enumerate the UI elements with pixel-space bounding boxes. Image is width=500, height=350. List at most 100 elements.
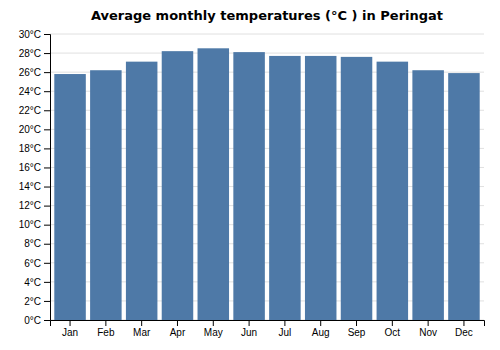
x-tick-label: Mar bbox=[133, 327, 151, 338]
y-tick-mark bbox=[44, 301, 50, 302]
bar bbox=[305, 56, 337, 320]
y-tick: 26°C bbox=[19, 67, 50, 78]
x-tick-mark bbox=[428, 320, 429, 326]
y-tick-mark bbox=[44, 53, 50, 54]
x-tick: Jun bbox=[241, 320, 257, 338]
y-tick: 12°C bbox=[19, 200, 50, 211]
y-tick: 14°C bbox=[19, 181, 50, 192]
x-tick-mark bbox=[392, 320, 393, 326]
x-tick-label: Jun bbox=[241, 327, 257, 338]
y-tick-mark bbox=[44, 320, 50, 321]
y-tick: 20°C bbox=[19, 124, 50, 135]
x-tick-label: Aug bbox=[312, 327, 330, 338]
chart-container: 0°C 2°C 4°C 6°C 8°C 10°C 12°C 14°C 16°C 18°C 20°C 2… bbox=[0, 0, 500, 350]
y-tick-mark bbox=[44, 225, 50, 226]
y-tick-mark bbox=[44, 110, 50, 111]
y-tick-mark bbox=[44, 263, 50, 264]
y-tick-mark bbox=[44, 91, 50, 92]
y-tick-label: 28°C bbox=[19, 48, 41, 59]
x-tick: Sep bbox=[348, 320, 366, 338]
y-tick-mark bbox=[44, 34, 50, 35]
x-tick-mark bbox=[213, 320, 214, 326]
bar bbox=[198, 48, 230, 320]
y-tick-mark bbox=[44, 282, 50, 283]
plot-area bbox=[54, 48, 479, 320]
y-tick-label: 24°C bbox=[19, 86, 41, 97]
chart: 0°C 2°C 4°C 6°C 8°C 10°C 12°C 14°C 16°C 18°C 20°C 2… bbox=[0, 0, 500, 350]
grid bbox=[50, 34, 484, 320]
y-tick: 8°C bbox=[24, 238, 50, 249]
bar bbox=[54, 74, 86, 320]
x-tick-mark bbox=[356, 320, 357, 326]
x-tick: Apr bbox=[170, 320, 186, 338]
x-tick-label: May bbox=[204, 327, 223, 338]
x-axis: Jan Feb Mar Apr May Jun Jul Aug Sep Oct Nov Dec bbox=[51, 320, 485, 338]
y-tick-label: 8°C bbox=[24, 238, 41, 249]
x-tick-label: Sep bbox=[348, 327, 366, 338]
x-tick-label: Oct bbox=[385, 327, 401, 338]
x-tick-label: Nov bbox=[419, 327, 437, 338]
x-tick-mark bbox=[463, 320, 464, 326]
x-tick: Jul bbox=[279, 320, 292, 338]
x-tick-mark bbox=[70, 320, 71, 326]
bar bbox=[377, 62, 409, 320]
y-tick: 2°C bbox=[24, 296, 50, 307]
y-tick-mark bbox=[44, 206, 50, 207]
y-tick-label: 26°C bbox=[19, 67, 41, 78]
bar bbox=[412, 70, 444, 320]
y-tick-label: 14°C bbox=[19, 181, 41, 192]
bar bbox=[233, 52, 265, 320]
y-tick-label: 0°C bbox=[24, 315, 41, 326]
y-tick: 0°C bbox=[24, 315, 50, 326]
y-tick-mark bbox=[44, 167, 50, 168]
y-tick-label: 4°C bbox=[24, 277, 41, 288]
x-tick-mark bbox=[141, 320, 142, 326]
bar bbox=[269, 56, 301, 320]
y-tick: 10°C bbox=[19, 219, 50, 230]
y-tick-label: 16°C bbox=[19, 162, 41, 173]
bar bbox=[341, 57, 373, 320]
y-tick-mark bbox=[44, 72, 50, 73]
y-tick-label: 18°C bbox=[19, 143, 41, 154]
x-tick-label: Apr bbox=[170, 327, 186, 338]
x-tick: May bbox=[204, 320, 223, 338]
y-axis-line bbox=[44, 35, 51, 321]
x-tick: Nov bbox=[419, 320, 437, 338]
x-tick-mark bbox=[284, 320, 285, 326]
title: Average monthly temperatures (°C ) in Pe… bbox=[91, 8, 443, 23]
x-tick-mark bbox=[249, 320, 250, 326]
x-tick: Oct bbox=[385, 320, 401, 338]
x-axis-line bbox=[51, 321, 485, 327]
y-tick: 28°C bbox=[19, 48, 50, 59]
y-tick: 22°C bbox=[19, 105, 50, 116]
y-tick: 6°C bbox=[24, 258, 50, 269]
y-axis: 0°C 2°C 4°C 6°C 8°C 10°C 12°C 14°C 16°C 18°C 20°C 2… bbox=[19, 29, 51, 326]
x-tick-mark bbox=[177, 320, 178, 326]
x-tick: Feb bbox=[97, 320, 115, 338]
y-tick-mark bbox=[44, 187, 50, 188]
y-tick-mark bbox=[44, 129, 50, 130]
x-tick-mark bbox=[105, 320, 106, 326]
x-tick: Jan bbox=[62, 320, 78, 338]
y-tick: 18°C bbox=[19, 143, 50, 154]
x-tick-label: Dec bbox=[455, 327, 473, 338]
y-tick-label: 12°C bbox=[19, 200, 41, 211]
y-tick: 30°C bbox=[19, 29, 50, 40]
y-tick-label: 6°C bbox=[24, 258, 41, 269]
x-tick: Dec bbox=[455, 320, 473, 338]
x-tick-mark bbox=[320, 320, 321, 326]
x-tick: Aug bbox=[312, 320, 330, 338]
y-tick-label: 30°C bbox=[19, 29, 41, 40]
y-tick-mark bbox=[44, 244, 50, 245]
bar bbox=[162, 51, 194, 320]
y-tick-label: 20°C bbox=[19, 124, 41, 135]
x-tick-label: Feb bbox=[97, 327, 115, 338]
x-tick-label: Jul bbox=[279, 327, 292, 338]
grid-line bbox=[50, 34, 484, 35]
y-tick: 4°C bbox=[24, 277, 50, 288]
x-tick-label: Jan bbox=[62, 327, 78, 338]
y-tick: 16°C bbox=[19, 162, 50, 173]
grid-line bbox=[50, 53, 484, 54]
y-tick-label: 22°C bbox=[19, 105, 41, 116]
bar bbox=[90, 70, 122, 320]
